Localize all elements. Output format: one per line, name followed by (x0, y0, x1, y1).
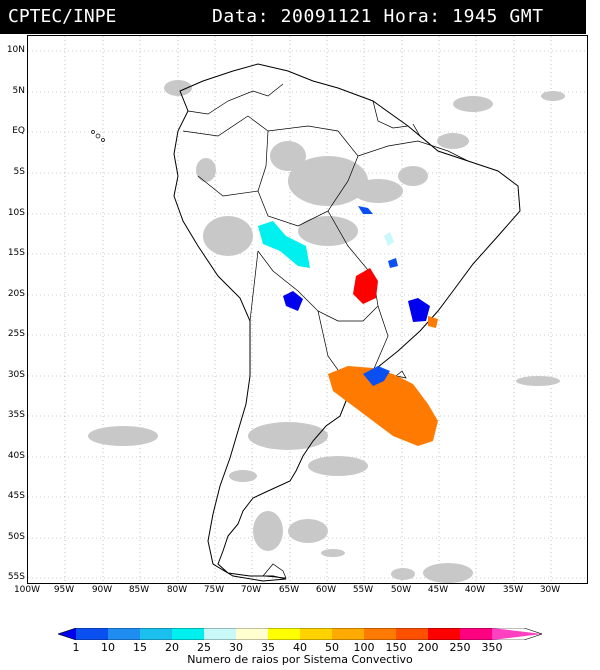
lat-label: 5N (12, 86, 25, 96)
lon-label: 80W (166, 585, 188, 595)
legend-value: 50 (325, 641, 339, 654)
lon-label: 35W (502, 585, 524, 595)
lat-label: 15S (7, 248, 25, 258)
legend-swatch (76, 628, 108, 640)
legend-swatch (140, 628, 172, 640)
system-blue-uruguay (363, 366, 390, 386)
system-blue-parana (408, 298, 430, 322)
legend-swatch (172, 628, 204, 640)
lon-label: 85W (128, 585, 150, 595)
lon-label: 50W (390, 585, 412, 595)
lon-label: 75W (203, 585, 225, 595)
legend-swatch (268, 628, 300, 640)
legend-value: 1 (72, 641, 80, 654)
system-red (353, 268, 378, 304)
lat-label: 30S (7, 370, 25, 380)
cloud-cover (88, 80, 565, 583)
lon-label: 45W (427, 585, 449, 595)
legend-value: 20 (165, 641, 179, 654)
system-small-2 (428, 316, 438, 328)
legend-value: 40 (293, 641, 307, 654)
legend-caption: Numero de raios por Sistema Convectivo (187, 653, 413, 666)
legend-value: 100 (353, 641, 375, 654)
lat-label: 40S (7, 451, 25, 461)
title-bar: CPTEC/INPE Data: 20091121 Hora: 1945 GMT (0, 0, 586, 34)
legend-value: 200 (417, 641, 439, 654)
lat-label: 10N (6, 45, 25, 55)
legend-value: 15 (133, 641, 147, 654)
falklands-islands (395, 370, 407, 379)
legend-swatch (492, 628, 542, 640)
map-frame (27, 35, 588, 584)
legend-colorbar (58, 628, 542, 640)
lat-label: 35S (7, 410, 25, 420)
convective-systems (258, 206, 438, 446)
date-time-stamp: Data: 20091121 Hora: 1945 GMT (212, 6, 544, 27)
system-small-4 (384, 232, 394, 246)
legend-value: 35 (261, 641, 275, 654)
legend-swatch (108, 628, 140, 640)
lon-label: 55W (352, 585, 374, 595)
legend-swatch (204, 628, 236, 640)
coastline (173, 63, 521, 582)
legend-swatch (300, 628, 332, 640)
lon-label: 100W (13, 585, 41, 595)
system-blue-bolivia (283, 291, 303, 311)
legend-swatch (332, 628, 364, 640)
legend-value: 10 (101, 641, 115, 654)
legend-value: 25 (197, 641, 211, 654)
legend-value: 350 (481, 641, 503, 654)
lon-label: 40W (464, 585, 486, 595)
system-cyan (258, 221, 310, 268)
org-name: CPTEC/INPE (8, 6, 117, 27)
lon-label: 90W (91, 585, 113, 595)
legend-swatch (428, 628, 460, 640)
lat-label: 5S (13, 167, 25, 177)
system-small-1 (358, 206, 373, 214)
lon-label: 70W (240, 585, 262, 595)
legend-value: 30 (229, 641, 243, 654)
map-canvas (28, 36, 587, 583)
legend-swatch (364, 628, 396, 640)
legend-swatch (58, 628, 76, 640)
legend-value: 250 (449, 641, 471, 654)
legend-swatch (236, 628, 268, 640)
lat-label: 25S (7, 329, 25, 339)
lon-label: 95W (53, 585, 75, 595)
legend-value: 150 (385, 641, 407, 654)
system-orange (328, 366, 438, 446)
lat-label: 10S (7, 208, 25, 218)
graticule (28, 36, 587, 583)
lat-label: 45S (7, 491, 25, 501)
galapagos-islands (91, 130, 105, 142)
system-small-3 (388, 258, 398, 268)
tierra-del-fuego (262, 563, 287, 579)
lat-label: 20S (7, 289, 25, 299)
legend-swatch (460, 628, 492, 640)
lon-label: 60W (315, 585, 337, 595)
lat-label: 50S (7, 532, 25, 542)
legend-swatch (396, 628, 428, 640)
lat-label: 55S (7, 572, 25, 582)
lat-label: EQ (12, 126, 25, 136)
lon-label: 30W (539, 585, 561, 595)
lon-label: 65W (278, 585, 300, 595)
